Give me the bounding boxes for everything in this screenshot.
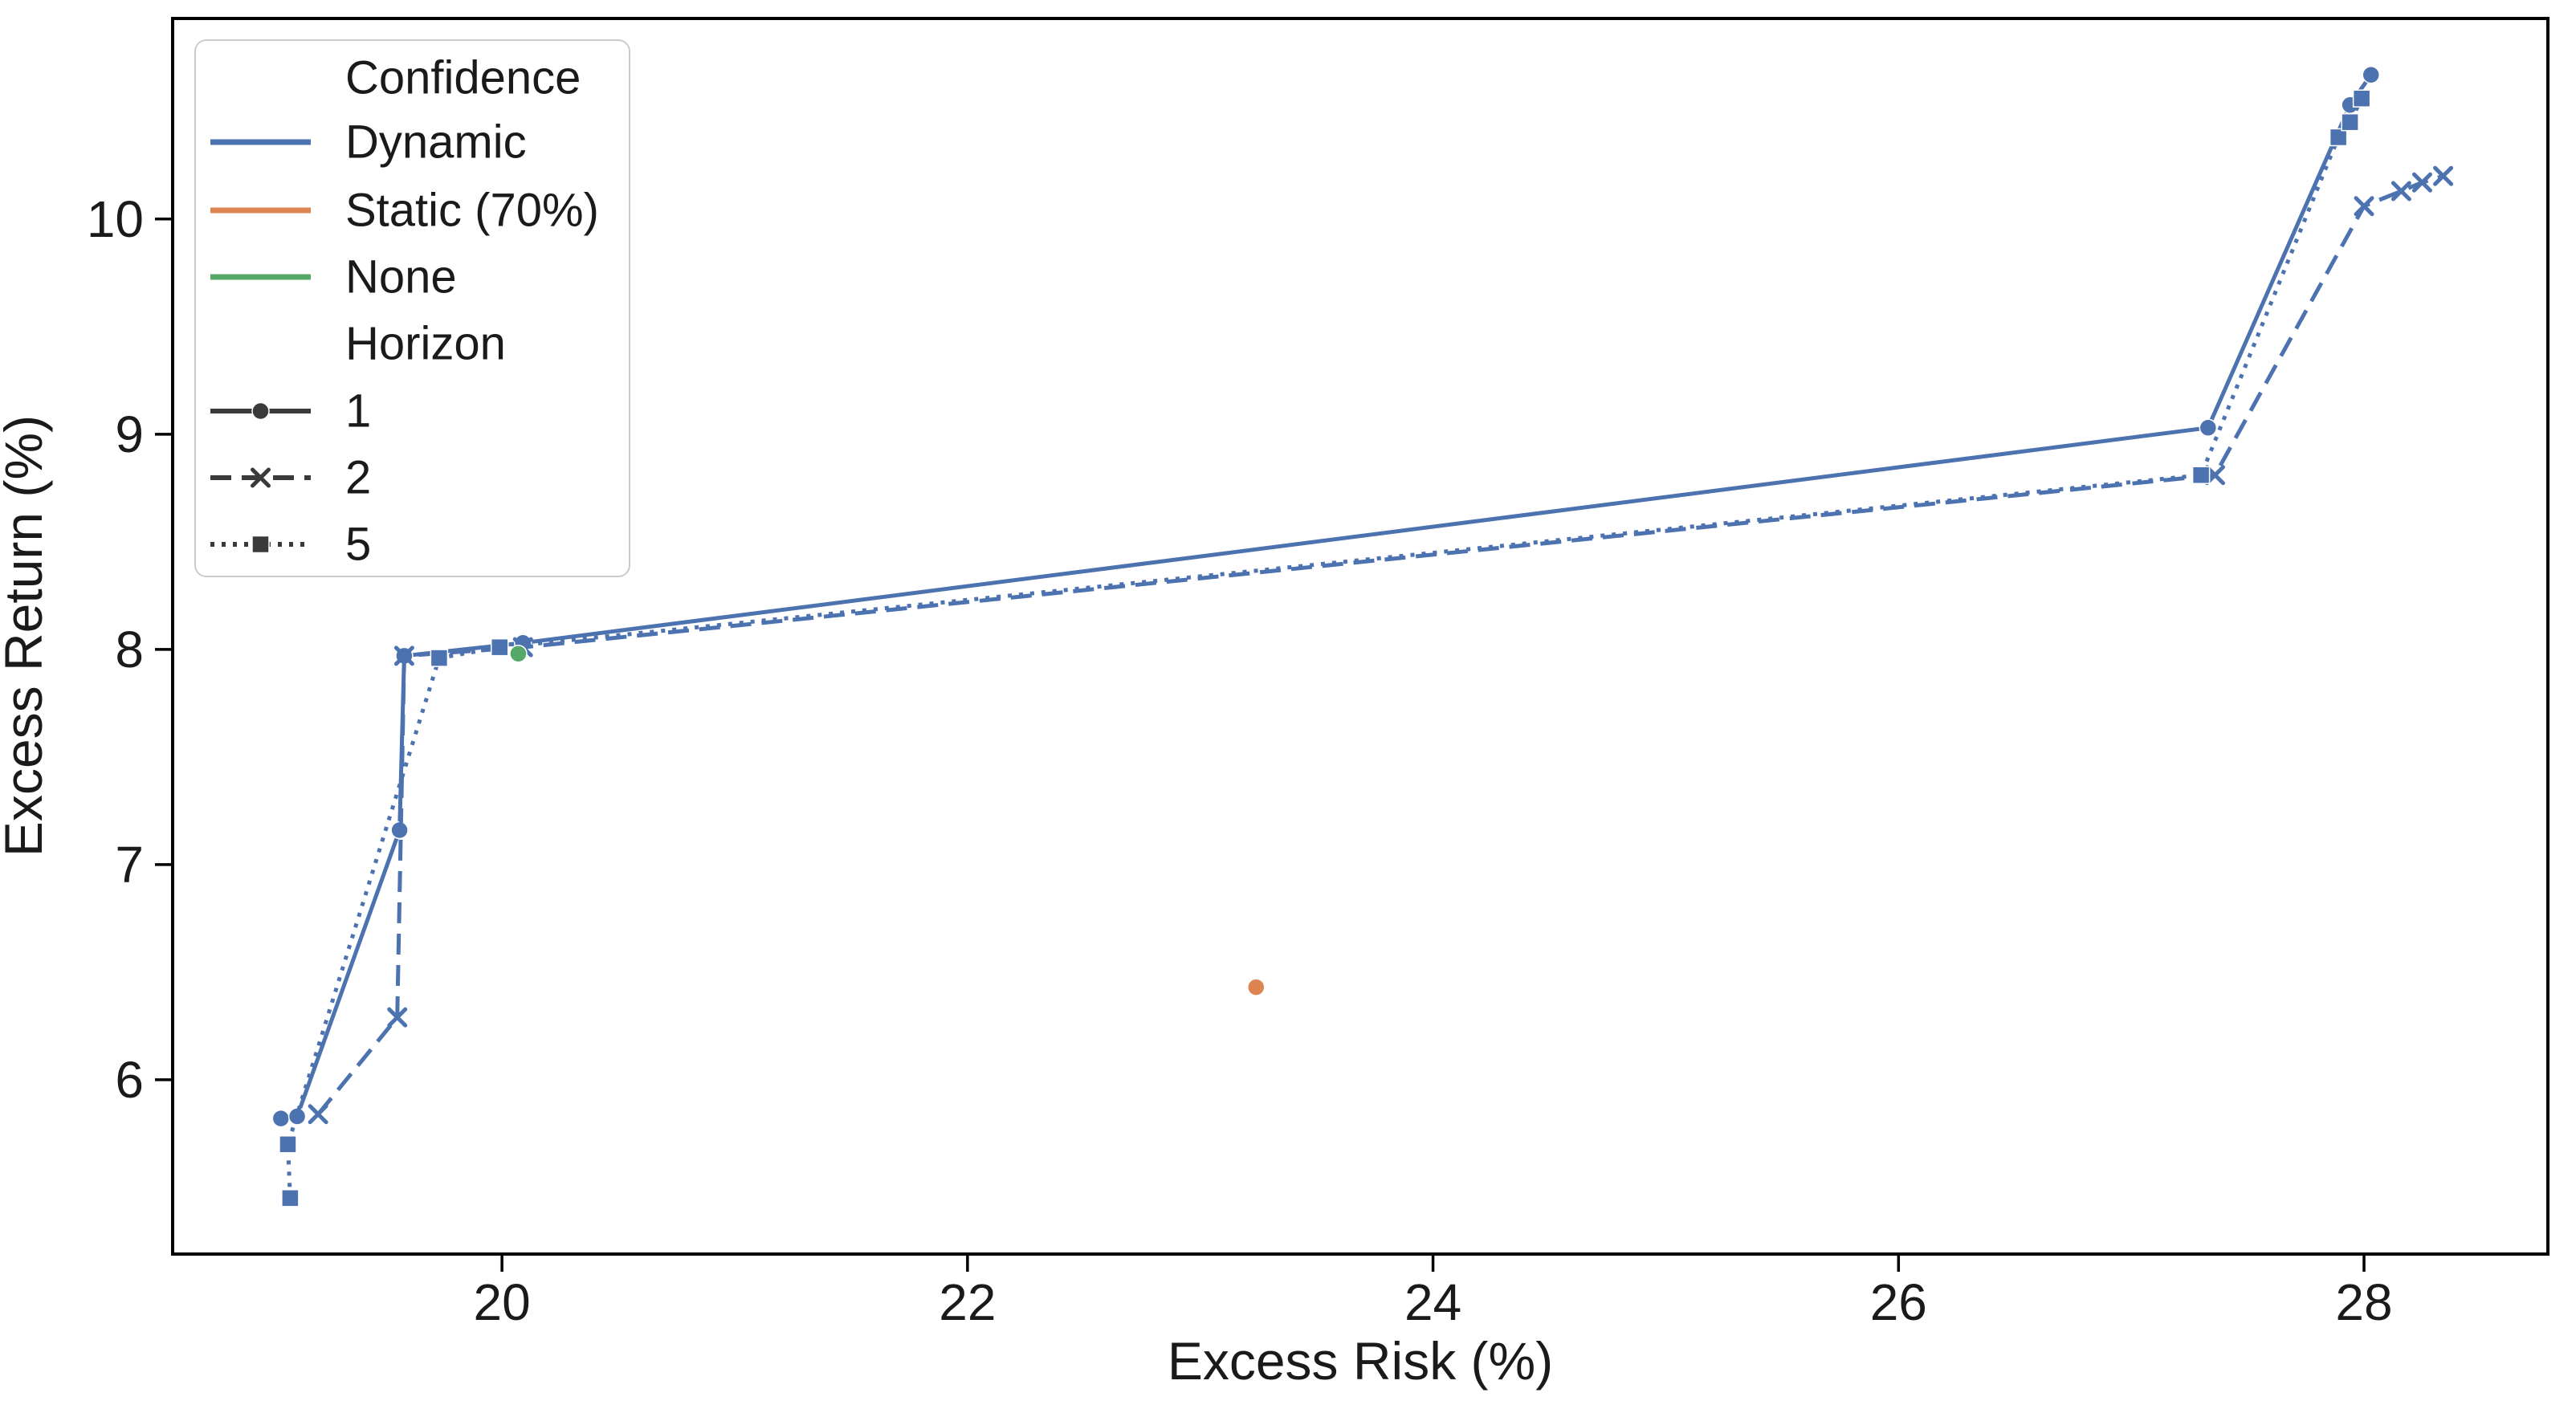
series-dynamic-h2-marker-x [2411,172,2432,193]
legend-item-horizon-5: 5 [345,519,371,571]
series-dynamic-h5-marker-square [430,649,449,667]
legend-horizon-5-marker-square [251,535,270,554]
axis-ticks: 20 22 24 26 28 6 7 8 9 10 [87,190,2393,1331]
plot-border [171,17,2550,1256]
series-dynamic-h5-marker-square [279,1135,297,1154]
legend-horizon-1-marker-circle [251,401,270,421]
series-dynamic-h2-marker-x [2391,181,2411,202]
plot-data [271,65,2454,1207]
series-dynamic-h2-marker-x [2354,196,2374,217]
series-dynamic-h1-marker-circle [2362,65,2380,84]
legend-title-horizon: Horizon [345,318,506,370]
series-dynamic-h5-marker-square [2191,466,2211,484]
legend-item-horizon-1: 1 [345,385,371,438]
x-tick-label: 24 [1404,1273,1461,1331]
series-dynamic-h1-marker-circle [271,1109,291,1128]
legend-title-confidence: Confidence [345,52,581,104]
series-dynamic-h5-marker-square [491,637,509,657]
series-line-dynamic-h1 [280,73,2373,1121]
legend-box [194,39,630,577]
x-tick-label: 26 [1870,1273,1927,1331]
series-dynamic-h1-marker-circle [2199,418,2218,438]
x-axis-label: Excess Risk (%) [1168,1331,1553,1391]
x-tick-label: 28 [2335,1273,2392,1331]
series-dynamic-h5-marker-square [2352,89,2371,108]
series-dynamic-h5-marker-square [2329,128,2348,147]
series-dynamic-h2-marker-x [308,1104,328,1125]
series-dynamic-h5-marker-square [281,1189,300,1207]
series-dynamic-h2-marker-x [2433,165,2454,186]
y-tick-label: 8 [115,621,144,678]
legend-item-horizon-2: 2 [345,452,371,504]
x-tick-label: 22 [939,1273,996,1331]
y-tick-label: 10 [87,190,144,248]
y-tick-label: 6 [115,1051,144,1109]
series-dynamic-h2-marker-x [393,645,414,666]
legend-item-none: None [345,251,457,303]
legend: Confidence Dynamic Static (70%) None Hor… [194,39,630,577]
legend-item-dynamic: Dynamic [345,116,527,169]
legend-item-static-70: Static (70%) [345,185,599,237]
series-static-70-marker-circle [1247,978,1266,996]
series-line-dynamic-h5 [285,97,2364,1199]
y-tick-label: 9 [115,405,144,463]
legend-handles [210,139,311,554]
series-dynamic-h2-marker-x [387,1007,408,1028]
y-axis-label: Excess Return (%) [0,415,53,857]
series-dynamic-h5-marker-square [2341,112,2359,132]
series-none-marker-circle [509,644,528,663]
series-line-dynamic-h2 [316,173,2444,1116]
series-dynamic-h1-marker-circle [287,1107,307,1126]
legend-horizon-2-marker-x [251,467,271,488]
y-tick-label: 7 [115,836,144,894]
x-tick-label: 20 [474,1273,531,1331]
